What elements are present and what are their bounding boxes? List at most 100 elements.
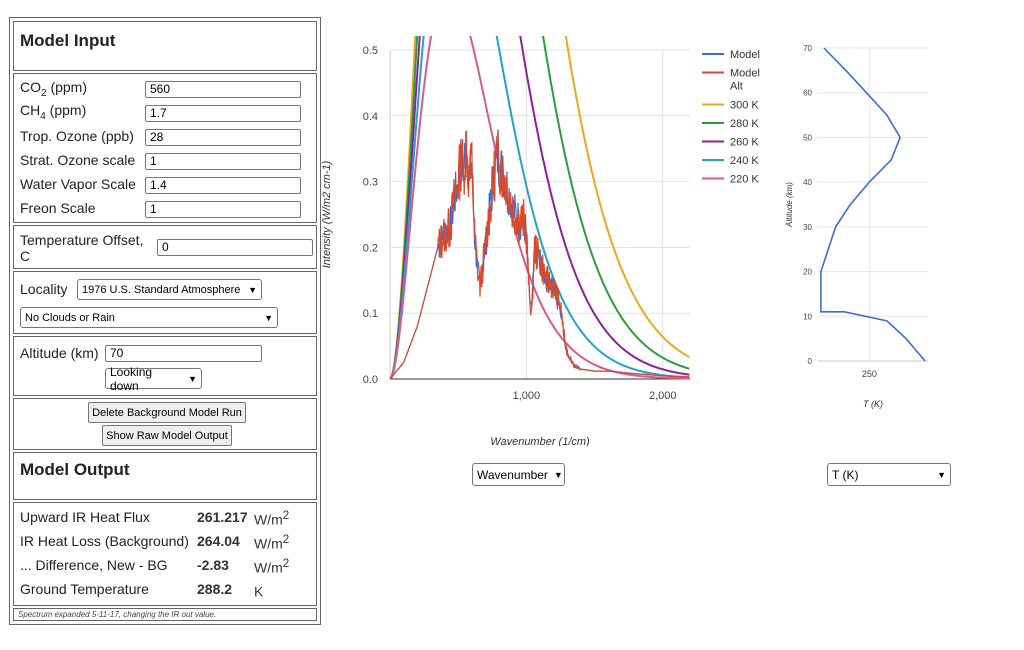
legend-label: 220 K bbox=[730, 174, 759, 186]
x-tick-label: 2,000 bbox=[649, 390, 677, 402]
strat-ozone-input[interactable]: 1 bbox=[145, 153, 301, 170]
clouds-select[interactable]: No Clouds or Rain ▼ bbox=[20, 307, 278, 328]
profile-chart: 0 10 20 30 40 50 60 70 250 T (K) Altitude (km) bbox=[785, 44, 928, 409]
co2-label: CO2 (ppm) bbox=[20, 79, 88, 99]
y-tick-label: 50 bbox=[803, 133, 812, 142]
locality-box: Locality 1976 U.S. Standard Atmosphere ▼… bbox=[13, 271, 317, 334]
x-axis-label: Wavenumber (1/cm) bbox=[490, 436, 590, 446]
x-axis-label: T (K) bbox=[863, 399, 883, 409]
output-value: 288.2 bbox=[197, 581, 233, 597]
output-row: Ground Temperature 288.2 K bbox=[14, 581, 316, 603]
output-value: 264.04 bbox=[197, 533, 240, 549]
output-row: ... Difference, New - BG -2.83 W/m2 bbox=[14, 557, 316, 579]
co2-input[interactable]: 560 bbox=[145, 81, 301, 98]
clouds-select-value: No Clouds or Rain bbox=[25, 311, 115, 324]
chevron-down-icon: ▼ bbox=[553, 469, 563, 480]
legend-label: 260 K bbox=[730, 137, 759, 149]
x-tick-label: 250 bbox=[862, 369, 877, 379]
trop-ozone-input[interactable]: 28 bbox=[145, 129, 301, 146]
output-unit: W/m2 bbox=[254, 557, 290, 576]
y-tick-label: 40 bbox=[803, 178, 812, 187]
output-row: IR Heat Loss (Background) 264.04 W/m2 bbox=[14, 533, 316, 555]
locality-select[interactable]: 1976 U.S. Standard Atmosphere ▼ bbox=[77, 279, 262, 300]
profile-variable-value: T (K) bbox=[832, 467, 859, 482]
series-line-model-alt bbox=[389, 129, 690, 380]
note-box: Spectrum expanded 5-11-17, changing the … bbox=[13, 608, 317, 621]
output-unit: W/m2 bbox=[254, 533, 290, 552]
chevron-down-icon: ▼ bbox=[248, 284, 257, 295]
y-axis-label: Intensity (W/m2 cm-1) bbox=[321, 160, 333, 268]
x-tick-label: 1,000 bbox=[513, 390, 541, 402]
series-line-220k bbox=[389, 36, 690, 380]
chevron-down-icon: ▼ bbox=[264, 312, 273, 323]
output-label: ... Difference, New - BG bbox=[20, 557, 168, 573]
legend-label: Model bbox=[730, 49, 760, 61]
legend-label: 300 K bbox=[730, 100, 759, 112]
y-tick-label: 0.0 bbox=[363, 374, 378, 386]
y-tick-label: 60 bbox=[803, 89, 812, 98]
series-line-260k bbox=[389, 36, 690, 380]
delete-background-button[interactable]: Delete Background Model Run bbox=[88, 402, 246, 423]
series-line-300k bbox=[389, 36, 690, 379]
model-output-header: Model Output bbox=[20, 460, 130, 479]
temp-offset-box: Temperature Offset, C 0 bbox=[13, 225, 317, 269]
trop-ozone-label: Trop. Ozone (ppb) bbox=[20, 128, 134, 144]
altitude-label: Altitude (km) bbox=[20, 345, 99, 361]
look-direction-select[interactable]: Looking down ▼ bbox=[105, 365, 202, 393]
model-input-header-box: Model Input bbox=[13, 21, 317, 71]
spectrum-axis-value: Wavenumber bbox=[477, 467, 548, 482]
freon-label: Freon Scale bbox=[20, 200, 96, 216]
ch4-label: CH4 (ppm) bbox=[20, 102, 87, 122]
strat-ozone-label: Strat. Ozone scale bbox=[20, 152, 136, 168]
temp-offset-label: Temperature Offset, C bbox=[20, 232, 144, 264]
model-panel: Model Input CO2 (ppm) 560 CH4 (ppm) 1.7 … bbox=[9, 17, 321, 625]
y-tick-label: 0.1 bbox=[363, 308, 378, 320]
spectrum-axis-select[interactable]: Wavenumber ▼ bbox=[472, 463, 565, 486]
legend-label: Model Alt bbox=[730, 68, 760, 93]
locality-label: Locality bbox=[20, 281, 68, 297]
y-tick-label: 0 bbox=[808, 357, 813, 366]
water-vapor-input[interactable]: 1.4 bbox=[145, 177, 301, 194]
temp-offset-input[interactable]: 0 bbox=[157, 239, 313, 256]
water-vapor-label: Water Vapor Scale bbox=[20, 176, 136, 192]
output-label: IR Heat Loss (Background) bbox=[20, 533, 189, 549]
series-line-280k bbox=[389, 36, 690, 380]
locality-select-value: 1976 U.S. Standard Atmosphere bbox=[82, 283, 241, 296]
y-tick-label: 70 bbox=[803, 44, 812, 53]
chevron-down-icon: ▼ bbox=[937, 469, 946, 480]
buttons-box: Delete Background Model Run Show Raw Mod… bbox=[13, 398, 317, 450]
output-unit: W/m2 bbox=[254, 509, 290, 528]
spectrum-note: Spectrum expanded 5-11-17, changing the … bbox=[18, 610, 217, 619]
freon-input[interactable]: 1 bbox=[145, 201, 301, 218]
output-label: Ground Temperature bbox=[20, 581, 149, 597]
output-box: Upward IR Heat Flux 261.217 W/m2 IR Heat Lo… bbox=[13, 502, 317, 606]
y-tick-label: 20 bbox=[803, 268, 812, 277]
y-tick-label: 0.3 bbox=[363, 177, 378, 189]
y-tick-label: 0.5 bbox=[363, 45, 378, 57]
y-tick-label: 30 bbox=[803, 223, 812, 232]
spectrum-chart: 0.0 0.1 0.2 0.3 0.4 0.5 1,000 2,000 Intensity (W… bbox=[321, 36, 760, 446]
chevron-down-icon: ▼ bbox=[188, 373, 197, 384]
legend-label: 240 K bbox=[730, 155, 759, 167]
y-tick-label: 0.2 bbox=[363, 242, 378, 254]
y-tick-label: 0.4 bbox=[363, 111, 378, 123]
gas-inputs-box: CO2 (ppm) 560 CH4 (ppm) 1.7 Trop. Ozone … bbox=[13, 73, 317, 223]
look-direction-value: Looking down bbox=[110, 364, 153, 393]
model-input-header: Model Input bbox=[20, 31, 116, 50]
output-value: -2.83 bbox=[197, 557, 229, 573]
altitude-box: Altitude (km) 70 Looking down ▼ bbox=[13, 336, 317, 396]
series-line-240k bbox=[389, 36, 690, 380]
y-tick-label: 10 bbox=[803, 312, 812, 321]
show-raw-output-button[interactable]: Show Raw Model Output bbox=[102, 425, 232, 446]
output-unit: K bbox=[254, 583, 264, 600]
output-value: 261.217 bbox=[197, 509, 248, 525]
temperature-profile-line bbox=[820, 47, 926, 362]
ch4-input[interactable]: 1.7 bbox=[145, 105, 301, 122]
y-axis-label: Altitude (km) bbox=[785, 182, 794, 228]
legend-label: 280 K bbox=[730, 118, 759, 130]
model-output-header-box: Model Output bbox=[13, 452, 317, 500]
profile-variable-select[interactable]: T (K) ▼ bbox=[827, 463, 951, 486]
altitude-input[interactable]: 70 bbox=[105, 345, 262, 362]
output-label: Upward IR Heat Flux bbox=[20, 509, 150, 525]
output-row: Upward IR Heat Flux 261.217 W/m2 bbox=[14, 509, 316, 531]
